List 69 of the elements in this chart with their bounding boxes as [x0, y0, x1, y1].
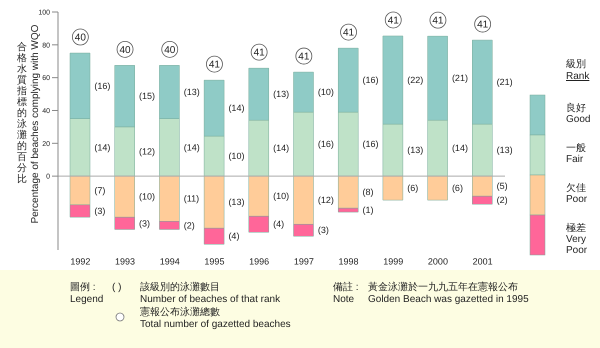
annotation: (10) [139, 192, 156, 202]
annotation: (14) [273, 143, 290, 154]
annotation: 40 [74, 32, 86, 44]
annotation: (12) [318, 195, 334, 206]
annotation: (13) [496, 145, 513, 156]
annotation: (10) [273, 191, 290, 202]
annotation: (16) [94, 80, 110, 91]
text: 憲報公布泳灘總數 Total number of gazetted beaches [139, 306, 291, 330]
text: 一般 Fair [566, 143, 586, 165]
annotation: (4) [228, 231, 240, 242]
text: 圖例 : Legend [70, 282, 104, 305]
x-tick-label: 1994 [160, 256, 180, 266]
annotation: (6) [407, 183, 418, 194]
x-tick-label: 1998 [338, 256, 359, 266]
text: 黃金泳灘於一九九五年在憲報公布 Golden Beach was gazetted in 1995 [368, 281, 530, 305]
x-tick-label: 1996 [249, 256, 270, 266]
annotation: 40 [119, 44, 132, 56]
x-tick-label: 2000 [428, 256, 448, 266]
x-tick-label: 1993 [115, 256, 136, 266]
annotation: (3) [318, 225, 329, 236]
annotation: (13) [228, 197, 244, 208]
annotation: (14) [184, 142, 200, 152]
annotation: 41 [254, 48, 266, 59]
annotation: (15) [139, 91, 156, 102]
annotation: (12) [139, 146, 156, 157]
text: ( ) [112, 282, 122, 293]
text: 欠佳 Poor [566, 182, 588, 205]
x-tick-label: 2001 [472, 256, 493, 266]
annotation: (7) [94, 186, 106, 196]
annotation: (13) [184, 87, 200, 98]
annotation: (3) [94, 206, 106, 216]
annotation: (3) [139, 218, 150, 228]
annotation: (13) [273, 89, 290, 100]
annotation: (5) [496, 181, 508, 192]
annotation: 41 [298, 52, 310, 63]
x-tick-label: 1999 [383, 256, 404, 266]
text: 備註 : Note [333, 281, 359, 305]
annotation: 40 [164, 44, 176, 56]
annotation: (16) [362, 75, 379, 86]
text: 極差 Very Poor [566, 222, 588, 256]
annotation: (4) [273, 219, 284, 230]
annotation: 41 [477, 20, 489, 31]
legend-title: 級別 Rank [566, 59, 590, 82]
annotation: (22) [407, 75, 424, 86]
text: 良好 Good [566, 102, 590, 125]
annotation: (14) [228, 103, 244, 114]
annotation: (1) [362, 205, 374, 216]
x-tick-label: 1992 [70, 256, 90, 266]
annotation: (16) [318, 139, 334, 150]
annotation: (8) [362, 187, 374, 198]
annotation: (6) [452, 183, 463, 194]
annotation: (21) [496, 77, 513, 88]
annotation: (14) [452, 143, 468, 154]
annotation: (13) [407, 145, 424, 156]
annotation: (10) [318, 87, 334, 98]
annotation: 41 [342, 28, 355, 39]
annotation: (14) [94, 142, 110, 152]
annotation: 41 [208, 60, 220, 71]
x-tick-label: 1995 [204, 256, 224, 266]
annotation: (2) [184, 220, 195, 230]
annotation: (10) [228, 151, 244, 162]
annotation: (16) [362, 139, 379, 150]
text: 該級別的泳灘數目 Number of beaches of that rank [140, 281, 282, 305]
x-tick-label: 1997 [294, 256, 314, 266]
annotation: 41 [388, 15, 400, 26]
annotation: (11) [184, 194, 200, 204]
annotation: (2) [496, 195, 508, 206]
annotation: (21) [452, 73, 468, 84]
annotation: 41 [432, 16, 444, 27]
